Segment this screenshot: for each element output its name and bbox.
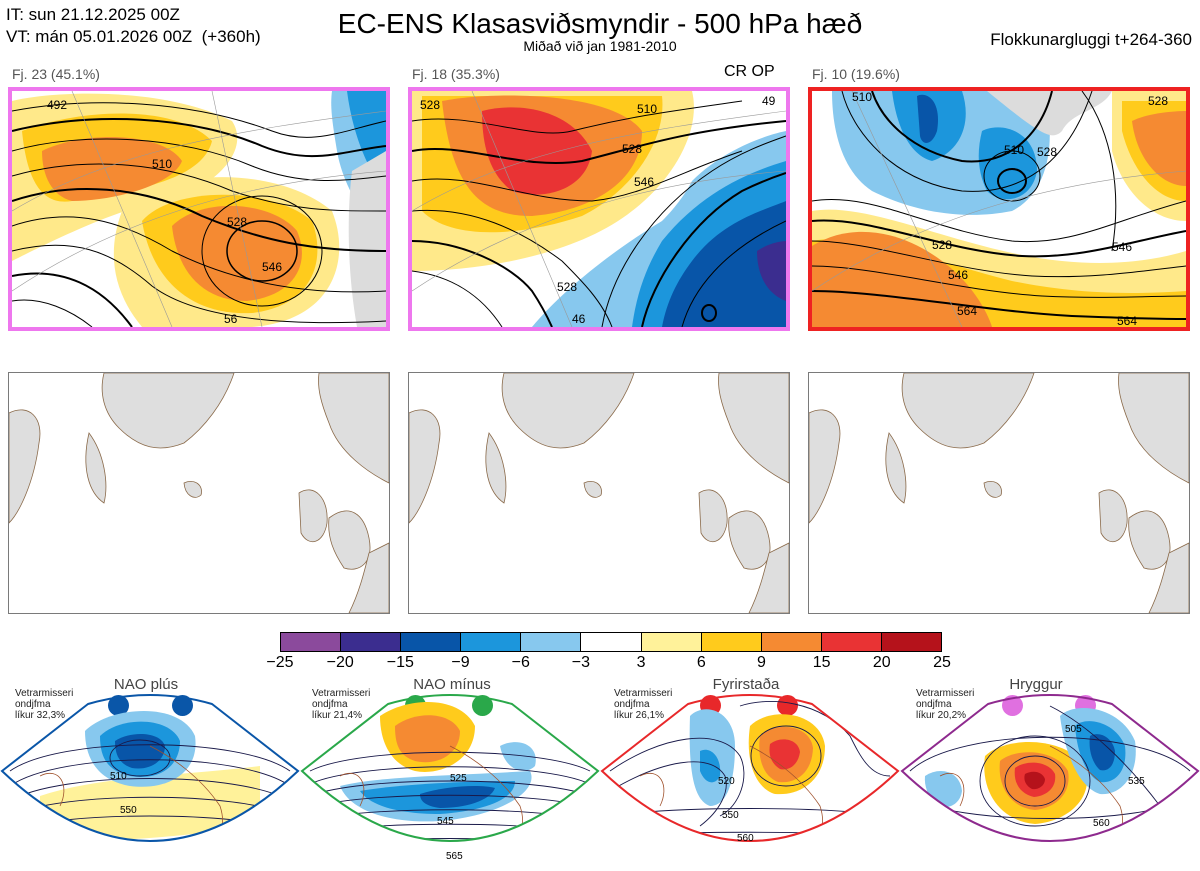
blank-map-3 xyxy=(808,372,1190,614)
contour-label: 528 xyxy=(420,98,440,112)
colorbar-tick-label: −6 xyxy=(511,654,530,671)
graticule xyxy=(412,91,786,327)
regime-marker xyxy=(172,695,193,716)
contour-label: 525 xyxy=(450,773,467,784)
height-contours xyxy=(12,102,386,327)
contour-label: 560 xyxy=(1093,818,1110,829)
regime-note: Vetrarmisseri ondjfma líkur 26,1% xyxy=(614,688,673,721)
colorbar-swatch xyxy=(341,633,402,651)
anomaly-field xyxy=(812,91,1186,327)
regime-nao-plus[interactable]: Vetrarmisseri ondjfma líkur 32,3% NAO plús xyxy=(0,676,300,871)
contour-label: 564 xyxy=(1117,314,1137,327)
colorbar-tick-label: −20 xyxy=(326,654,354,671)
cluster-1-label: Fj. 23 (45.1%) xyxy=(12,66,100,82)
contour-label: 520 xyxy=(718,776,735,787)
anomaly-field xyxy=(412,91,786,327)
contour-label: 505 xyxy=(1065,724,1082,735)
contour-label: 510 xyxy=(1004,143,1024,157)
cluster-2-label: Fj. 18 (35.3%) xyxy=(412,66,500,82)
colorbar-ticks: −25 −20 −15 −9 −6 −3 3 6 9 15 20 25 xyxy=(250,654,972,676)
regime-note: Vetrarmisseri ondjfma líkur 32,3% xyxy=(15,688,74,721)
regime-note: Vetrarmisseri ondjfma líkur 21,4% xyxy=(312,688,371,721)
contour-label: 56 xyxy=(224,312,238,326)
colorbar-swatch xyxy=(821,633,882,651)
colorbar-tick-label: 15 xyxy=(812,654,831,671)
colorbar-tick-label: −3 xyxy=(571,654,591,671)
graticule xyxy=(12,91,386,327)
colorbar-swatch xyxy=(401,633,462,651)
run-info: IT: sun 21.12.2025 00Z VT: mán 05.01.202… xyxy=(6,4,261,48)
contour-label: 546 xyxy=(634,175,654,189)
contour-label: 528 xyxy=(622,142,642,156)
colorbar-swatch xyxy=(461,633,522,651)
regime-name: Hryggur xyxy=(1009,676,1063,693)
page-title: EC-ENS Klasasviðsmyndir - 500 hPa hæð xyxy=(337,8,863,39)
colorbar-tick-label: −15 xyxy=(386,654,414,671)
contour-label: 546 xyxy=(262,260,282,274)
colorbar-tick-label: 25 xyxy=(933,654,951,671)
height-contours xyxy=(412,100,786,327)
contour-label: 49 xyxy=(762,94,776,108)
regime-name: NAO plús xyxy=(113,676,179,693)
blank-map-2 xyxy=(408,372,790,614)
initial-time: IT: sun 21.12.2025 00Z xyxy=(6,5,180,24)
regime-marker xyxy=(472,695,493,716)
contour-label: 528 xyxy=(1148,94,1168,108)
regime-ridge[interactable]: Vetrarmisseri ondjfma líkur 20,2% Hryggur xyxy=(900,676,1200,871)
cluster-map-1[interactable]: 510 528 546 56 492 xyxy=(8,87,390,331)
contour-label: 492 xyxy=(47,98,67,112)
regime-name: Fyrirstaða xyxy=(712,676,780,693)
contour-label: 546 xyxy=(948,268,968,282)
contour-label: 545 xyxy=(437,816,454,827)
regime-note: Vetrarmisseri ondjfma líkur 20,2% xyxy=(916,688,975,721)
colorbar-tick-label: 9 xyxy=(757,654,766,671)
contour-label: 510 xyxy=(110,771,127,782)
colorbar-swatch xyxy=(641,633,702,651)
colorbar-swatch xyxy=(581,633,642,651)
contour-label: 528 xyxy=(227,215,247,229)
colorbar-swatch xyxy=(521,633,582,651)
contour-label: 528 xyxy=(557,280,577,294)
regime-name: NAO mínus xyxy=(413,676,491,693)
contour-label: 560 xyxy=(737,833,754,844)
valid-time: VT: mán 05.01.2026 00Z (+360h) xyxy=(6,27,261,46)
cluster-3-label: Fj. 10 (19.6%) xyxy=(812,66,900,82)
height-contours xyxy=(812,91,1186,320)
classification-window: Flokkunargluggi t+264-360 xyxy=(990,30,1192,49)
colorbar-swatch xyxy=(701,633,762,651)
colorbar-tick-label: −9 xyxy=(451,654,470,671)
colorbar-swatch xyxy=(881,633,942,651)
contour-label: 565 xyxy=(446,851,463,862)
colorbar-tick-label: 3 xyxy=(636,654,646,671)
colorbar-tick-label: −25 xyxy=(266,654,294,671)
regime-marker xyxy=(108,695,129,716)
contour-label: 550 xyxy=(722,810,739,821)
contour-label: 550 xyxy=(120,805,137,816)
graticule xyxy=(812,91,1186,327)
regime-blocking[interactable]: Vetrarmisseri ondjfma líkur 26,1% Fyrirsta… xyxy=(600,676,900,871)
colorbar xyxy=(280,632,942,652)
contour-label: 510 xyxy=(637,102,657,116)
cluster-map-3[interactable]: 510 510 528 528 546 546 564 564 528 xyxy=(808,87,1190,331)
contour-label: 46 xyxy=(572,312,586,326)
contour-label: 535 xyxy=(1128,776,1145,787)
colorbar-tick-label: 20 xyxy=(872,654,891,671)
contour-label: 564 xyxy=(957,304,977,318)
cluster-map-2[interactable]: 510 528 546 528 46 528 49 xyxy=(408,87,790,331)
colorbar-swatch xyxy=(761,633,822,651)
page-subtitle: Miðað við jan 1981-2010 xyxy=(523,38,677,54)
colorbar-tick-label: 6 xyxy=(696,654,706,671)
contour-label: 528 xyxy=(1037,145,1057,159)
blank-map-1 xyxy=(8,372,390,614)
contour-label: 528 xyxy=(932,238,952,252)
contour-label: 510 xyxy=(152,157,172,171)
contour-label: 546 xyxy=(1112,240,1132,254)
regime-nao-minus[interactable]: Vetrarmisseri ondjfma líkur 21,4% NAO mínu… xyxy=(300,676,600,871)
contour-label: 510 xyxy=(852,91,872,104)
cr-op-label: CR OP xyxy=(724,63,775,80)
colorbar-swatch xyxy=(281,633,342,651)
